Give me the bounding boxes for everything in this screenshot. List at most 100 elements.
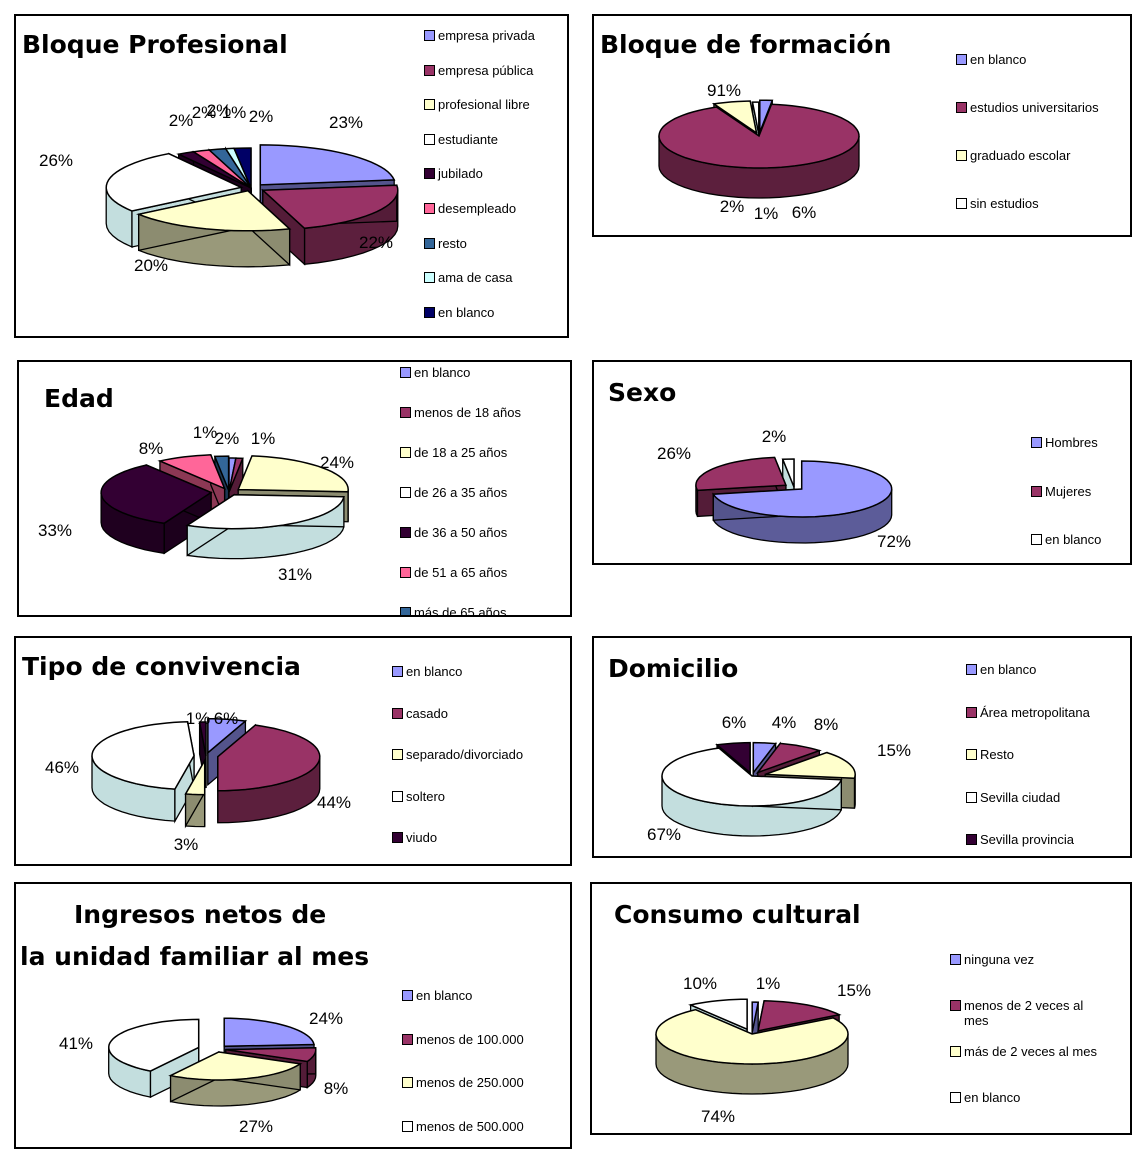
legend-item: más de 65 años [400, 605, 507, 617]
legend-swatch [1031, 437, 1042, 448]
pie-slice [688, 998, 748, 1031]
legend-label: desempleado [438, 201, 517, 216]
legend-label: estudiante [438, 131, 498, 147]
data-label: 91% [707, 81, 741, 100]
pie-chart: 1% 1% 24% 31% 33% 8% 2% [38, 423, 354, 584]
data-label: 15% [837, 981, 871, 1000]
legend-label: de 18 a 25 años [414, 445, 508, 460]
data-label: 8% [139, 439, 164, 458]
legend-swatch [424, 168, 435, 180]
pie-slice [764, 751, 856, 779]
pie-chart: 23%22%20%26%2%2%2%1% 2% [39, 101, 399, 275]
chart-panel-sexo: Sexo 72% 26% 2% Hombres Mujeres en blanco [592, 360, 1132, 565]
chart-panel-edad: Edad 1% 1% 24% 31% 33% 8% 2% en blanco menos de… [17, 360, 572, 617]
pie-slice [108, 1018, 200, 1072]
legend-label: en blanco [414, 365, 471, 380]
data-label: 72% [877, 532, 911, 551]
legend-swatch [950, 954, 961, 965]
legend-swatch [402, 990, 413, 1001]
pie-slice [237, 455, 349, 493]
legend-item: empresa pública [424, 63, 533, 78]
legend-label: menos de 100.000 [416, 1031, 524, 1047]
legend-label: Resto [980, 747, 1014, 762]
legend-label: viudo [406, 830, 438, 845]
legend-item: de 26 a 35 años [400, 485, 507, 500]
pie-slice [781, 458, 795, 488]
legend-swatch [956, 102, 967, 113]
data-label: 2% [762, 427, 787, 446]
legend-label: en blanco [438, 304, 495, 320]
legend-swatch [1031, 534, 1042, 545]
legend-item: soltero [392, 789, 445, 804]
legend-item: menos de 18 años [400, 405, 521, 420]
legend-swatch [402, 1033, 413, 1045]
legend-label: más de 65 años [414, 605, 507, 617]
pie-slice [711, 460, 893, 518]
legend-swatch [392, 666, 403, 677]
data-label: 2% [207, 101, 232, 120]
data-label: 24% [309, 1009, 343, 1028]
legend-swatch [400, 567, 411, 578]
legend-item: desempleado [424, 201, 516, 216]
legend-item: profesional libre [424, 97, 530, 112]
legend-label: en blanco [980, 662, 1037, 677]
chart-panel-tipo-convivencia: Tipo de convivencia 6% 44% 3% 46% 1% en blan… [14, 636, 572, 866]
legend-item: Área metropolitana [966, 705, 1090, 720]
legend-label: de 26 a 35 años [414, 485, 508, 500]
legend-item: menos de 100.000 [402, 1032, 524, 1047]
pie-chart: 4% 8% 15% 67% 6% [647, 713, 911, 844]
legend-label: empresa pública [438, 62, 534, 78]
data-label: 1% [222, 103, 247, 122]
data-label: 2% [192, 103, 217, 122]
legend-item: en blanco [400, 365, 470, 380]
legend-swatch [966, 706, 977, 718]
legend-label: ama de casa [438, 270, 513, 286]
legend-swatch [966, 664, 977, 675]
legend-label: graduado escolar [970, 148, 1071, 163]
legend-item: de 36 a 50 años [400, 525, 507, 540]
legend-swatch [392, 707, 403, 719]
chart-title: Sexo [608, 378, 677, 407]
pie-slice [232, 147, 252, 189]
data-label: 74% [701, 1107, 735, 1126]
data-label: 1% [186, 709, 211, 728]
legend-label: soltero [406, 788, 446, 804]
pie-slice [168, 1051, 303, 1081]
pie-slice [100, 464, 213, 525]
legend-label: menos de 18 años [414, 405, 521, 420]
legend-label: menos de 500.000 [416, 1118, 524, 1134]
legend-label: ninguna vez [964, 952, 1035, 967]
legend-item: estudiante [424, 132, 498, 147]
pie-slice [213, 455, 230, 491]
legend-item: menos de 2 veces al mes [950, 998, 1083, 1028]
legend-label: profesional libre [438, 97, 530, 113]
legend-item: Mujeres [1031, 484, 1091, 499]
legend-swatch [400, 367, 411, 378]
legend-swatch [950, 1046, 961, 1057]
chart-title-line-2: la unidad familiar al mes [20, 942, 370, 971]
data-label: 8% [324, 1079, 349, 1098]
data-label: 22% [359, 233, 393, 252]
pie-slice [751, 101, 760, 135]
legend-swatch [424, 272, 435, 284]
legend-label: separado/divorciado [406, 747, 524, 762]
chart-panel-bloque-profesional: Bloque Profesional 23% 22% 20% 26% 2% 2% 2% 1% 2… [14, 14, 569, 338]
data-label: 46% [45, 758, 79, 777]
legend-label: menos de 250.000 [416, 1075, 524, 1090]
pie-chart: 72% 26% 2% [657, 427, 911, 551]
legend-label: Mujeres [1045, 483, 1092, 499]
pie-slice [260, 184, 399, 230]
legend-swatch [1031, 485, 1042, 497]
legend-item: menos de 250.000 [402, 1075, 524, 1090]
legend-item: en blanco [402, 988, 472, 1003]
data-label: 24% [320, 453, 354, 472]
legend-label: Hombres [1045, 435, 1098, 450]
legend-swatch [956, 150, 967, 161]
data-label: 2% [215, 429, 240, 448]
data-label: 3% [174, 835, 199, 854]
legend-swatch [400, 527, 411, 538]
chart-panel-bloque-formacion: Bloque de formación 2% 91% 6% 1% en blanco e… [592, 14, 1132, 237]
legend-label: casado [406, 705, 448, 721]
legend-label: de 36 a 50 años [414, 525, 508, 540]
data-label: 6% [722, 713, 747, 732]
